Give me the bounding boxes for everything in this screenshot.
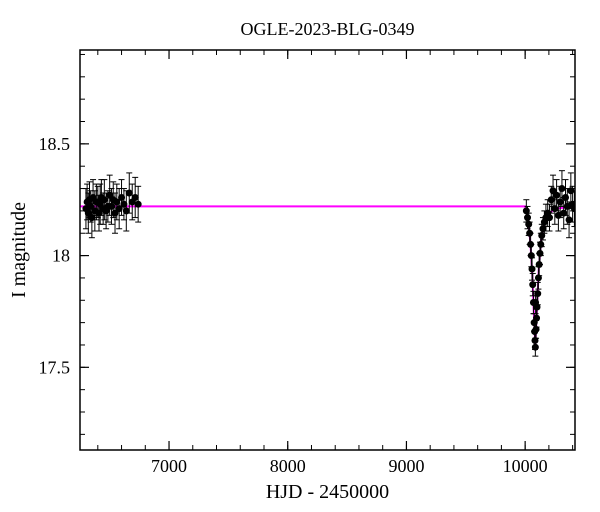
y-tick-label: 18.5 bbox=[39, 134, 71, 154]
x-tick-label: 9000 bbox=[388, 456, 424, 476]
data-point bbox=[554, 192, 560, 198]
y-tick-label: 18 bbox=[52, 246, 70, 266]
lightcurve-figure: { "title": "OGLE-2023-BLG-0349", "xlabel… bbox=[0, 0, 600, 512]
plot-background bbox=[0, 0, 600, 512]
x-axis-label: HJD - 2450000 bbox=[266, 481, 389, 503]
data-point bbox=[559, 186, 565, 192]
lightcurve-svg: 7000 8000 9000 10000 17.5 18 18.5 OGLE-2023-BLG… bbox=[0, 0, 600, 512]
data-point bbox=[532, 344, 538, 350]
chart-title: OGLE-2023-BLG-0349 bbox=[241, 19, 415, 39]
x-tick-label: 8000 bbox=[270, 456, 306, 476]
data-point bbox=[135, 201, 141, 207]
data-point bbox=[525, 215, 531, 221]
x-tick-label: 7000 bbox=[151, 456, 187, 476]
x-tick-label: 10000 bbox=[503, 456, 548, 476]
data-point bbox=[132, 194, 138, 200]
y-tick-label: 17.5 bbox=[39, 357, 71, 377]
data-point bbox=[126, 190, 132, 196]
data-point bbox=[535, 291, 541, 297]
y-axis-label: I magnitude bbox=[8, 202, 30, 298]
data-point bbox=[529, 266, 535, 272]
data-point bbox=[546, 215, 552, 221]
